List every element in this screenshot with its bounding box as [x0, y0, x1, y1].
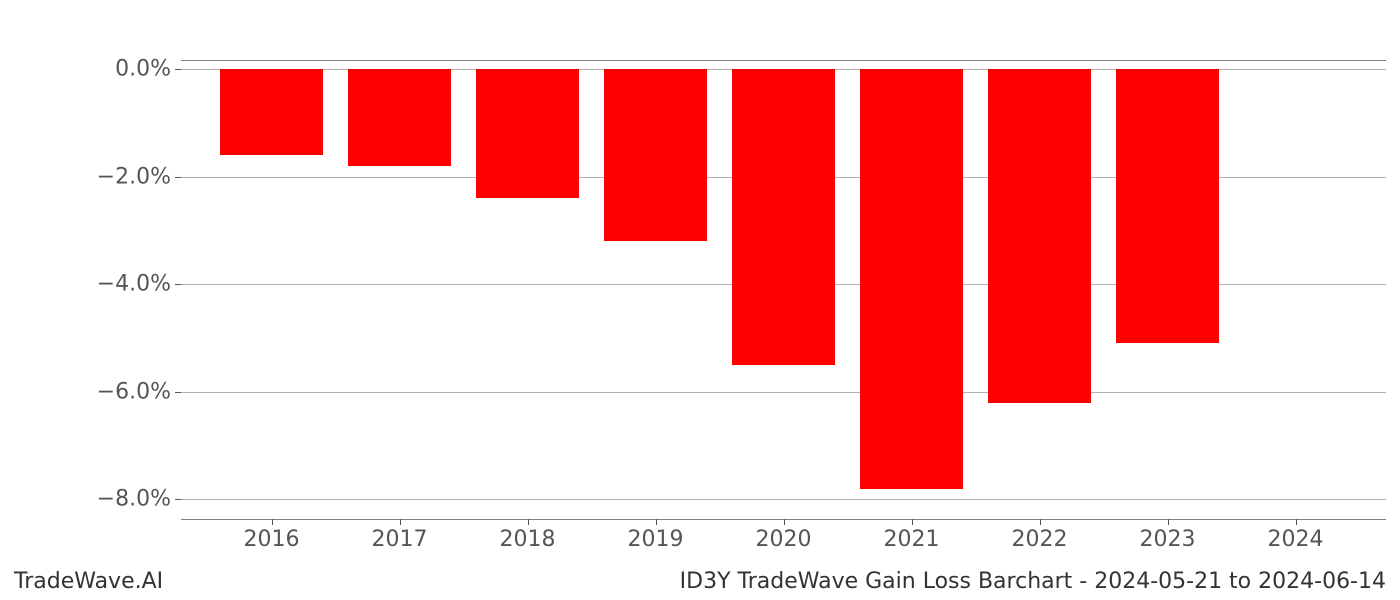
footer-right-text: ID3Y TradeWave Gain Loss Barchart - 2024… — [680, 569, 1386, 594]
gridline — [181, 499, 1386, 500]
xtick-label: 2020 — [756, 519, 812, 552]
bar — [860, 69, 964, 489]
xtick-label: 2022 — [1012, 519, 1068, 552]
bar — [348, 69, 452, 166]
gridline — [181, 392, 1386, 393]
xtick-label: 2019 — [628, 519, 684, 552]
footer-left-text: TradeWave.AI — [14, 569, 163, 594]
ytick-label: −6.0% — [97, 379, 181, 404]
xtick-label: 2024 — [1268, 519, 1324, 552]
xtick-label: 2021 — [884, 519, 940, 552]
ytick-label: −8.0% — [97, 487, 181, 512]
bar — [604, 69, 708, 241]
xtick-label: 2017 — [372, 519, 428, 552]
bar — [1116, 69, 1220, 343]
figure: 0.0% −2.0% −4.0% −6.0% −8.0% 2016 2017 2018 2019… — [0, 0, 1400, 600]
bar — [220, 69, 324, 155]
ytick-label: 0.0% — [115, 57, 181, 82]
bar — [476, 69, 580, 198]
xtick-label: 2016 — [244, 519, 300, 552]
ytick-label: −4.0% — [97, 272, 181, 297]
bar — [732, 69, 836, 365]
xtick-label: 2018 — [500, 519, 556, 552]
ytick-label: −2.0% — [97, 164, 181, 189]
bar — [988, 69, 1092, 403]
plot-area: 0.0%−2.0%−4.0%−6.0%−8.0%2016201720182019… — [181, 60, 1386, 520]
xtick-label: 2023 — [1140, 519, 1196, 552]
